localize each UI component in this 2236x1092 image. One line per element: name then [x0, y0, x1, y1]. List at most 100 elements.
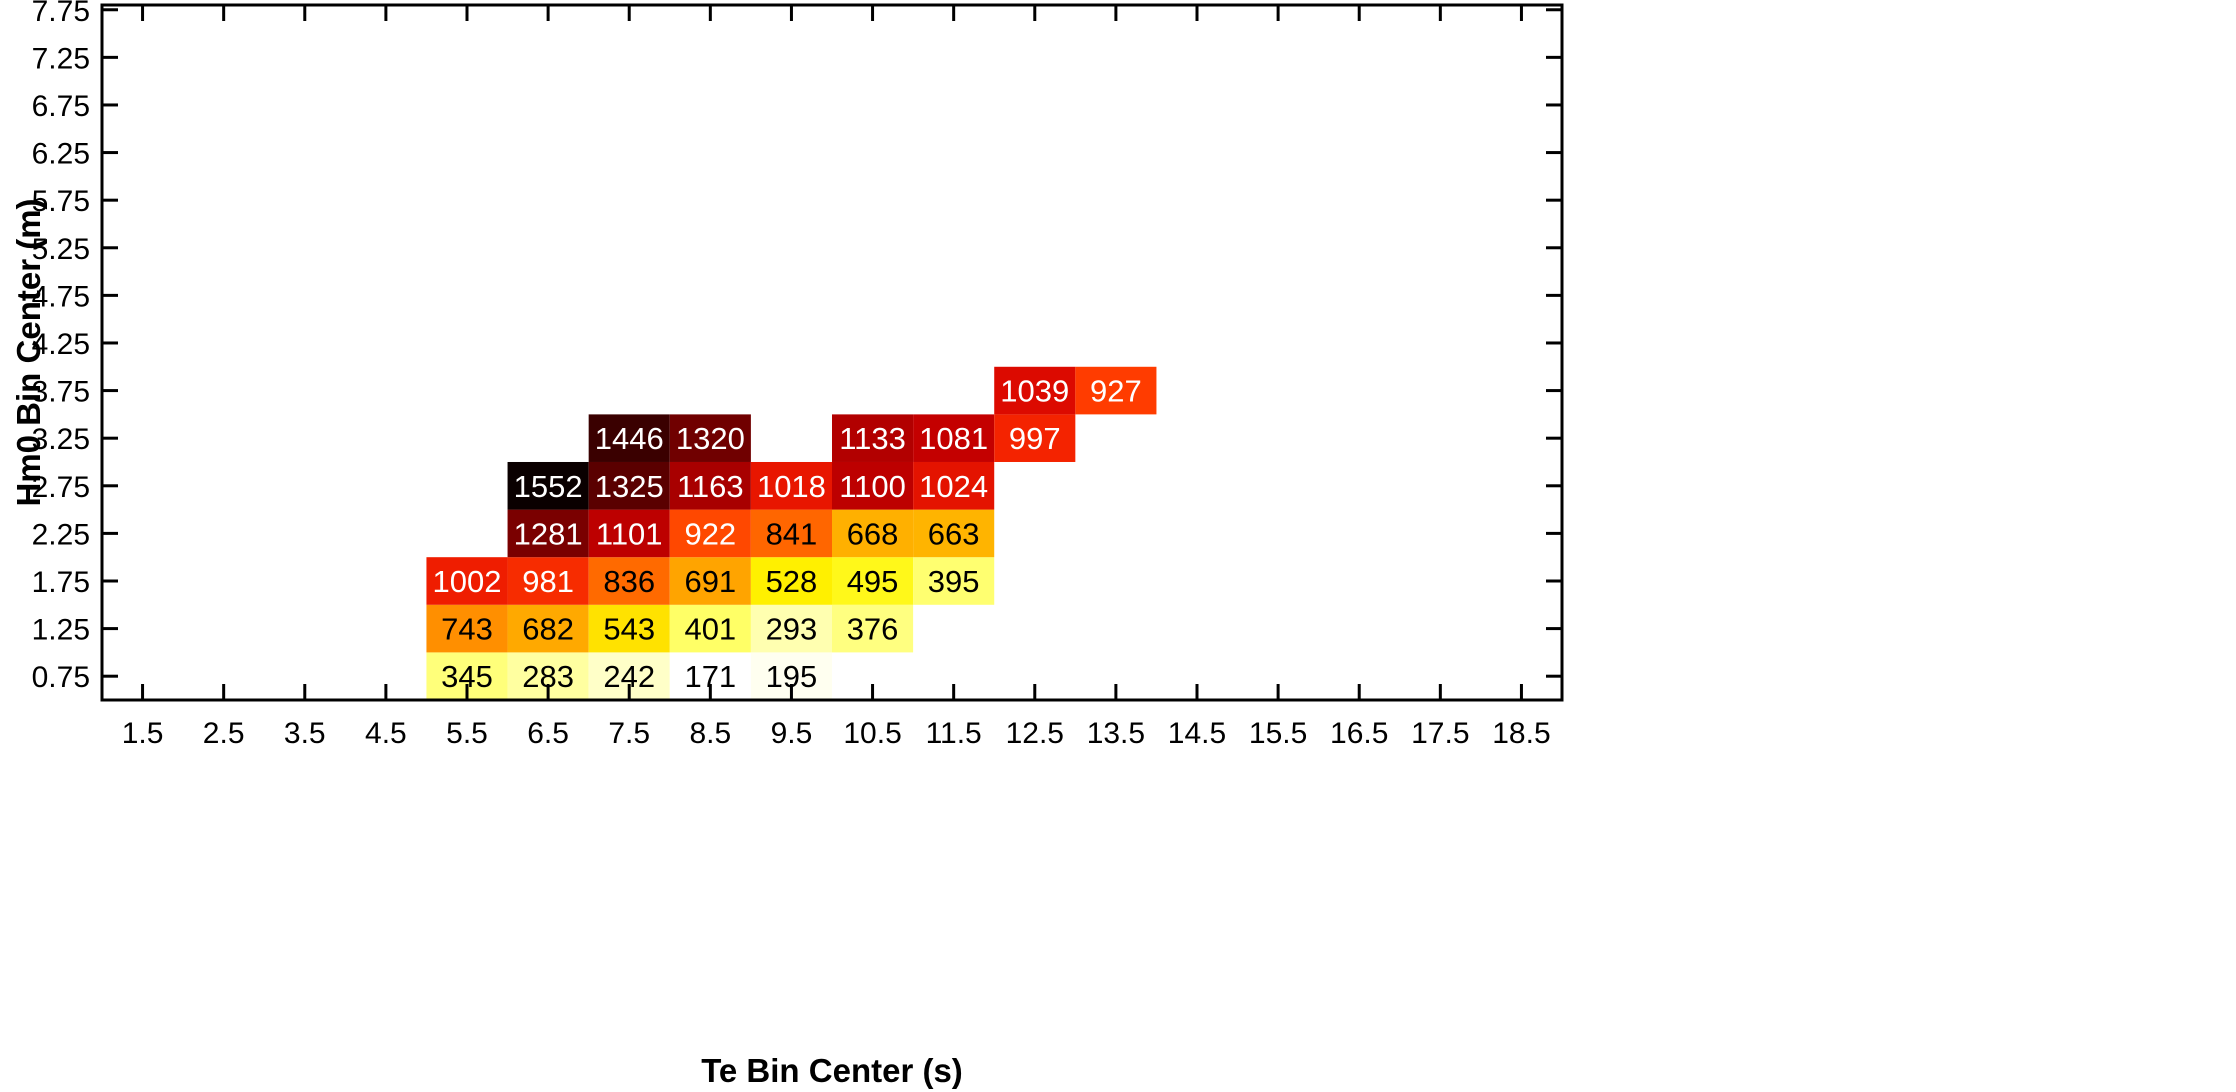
- cell-value-label: 836: [603, 564, 655, 599]
- cell-value-label: 668: [847, 516, 899, 551]
- heatmap-cell: [507, 557, 589, 605]
- y-tick-label: 0.75: [32, 661, 90, 694]
- x-tick-label: 18.5: [1492, 717, 1550, 750]
- cell-value-label: 1100: [839, 469, 906, 504]
- cell-value-label: 495: [847, 564, 899, 599]
- x-tick-label: 15.5: [1249, 717, 1307, 750]
- cell-value-label: 293: [766, 612, 818, 647]
- y-tick-label: 7.75: [32, 0, 90, 28]
- heatmap-cell: [507, 509, 589, 558]
- x-tick-label: 4.5: [365, 717, 407, 750]
- axis-ticks: [102, 5, 1562, 700]
- cell-value-label: 1320: [676, 421, 745, 456]
- y-tick-label: 5.75: [32, 185, 90, 218]
- heatmap-cell: [913, 557, 995, 605]
- x-tick-label: 7.5: [608, 717, 650, 750]
- cell-value-label: 1281: [514, 516, 583, 551]
- x-tick-labels: 1.5 2.5 3.5 4.5 5.5 6.5 7.5 8.5 9.5 10.5 11.5 12.5 1…: [122, 717, 1551, 750]
- y-tick-label: 4.25: [32, 328, 90, 361]
- cell-value-label: 841: [766, 516, 818, 551]
- cell-value-label: 401: [684, 612, 736, 647]
- heatmap-cell: [832, 414, 914, 462]
- x-tick-label: 5.5: [446, 717, 488, 750]
- heatmap-cell: [832, 461, 914, 510]
- heatmap-cell: [507, 604, 589, 653]
- heatmap-cell: [750, 604, 832, 653]
- x-tick-label: 13.5: [1087, 717, 1145, 750]
- cell-value-label: 682: [522, 612, 574, 647]
- cell-value-label: 743: [441, 612, 493, 647]
- heatmap-cell: [994, 366, 1076, 415]
- x-tick-label: 17.5: [1411, 717, 1469, 750]
- x-tick-label: 14.5: [1168, 717, 1226, 750]
- heatmap-cell: [832, 557, 914, 605]
- heatmap-cell: [750, 557, 832, 605]
- x-tick-label: 9.5: [771, 717, 813, 750]
- x-tick-label: 6.5: [527, 717, 569, 750]
- y-tick-labels: 0.75 1.25 1.75 2.25 2.75 3.25 3.75 4.25 4.75 5.25…: [32, 0, 90, 694]
- x-tick-label: 11.5: [926, 717, 982, 750]
- plot-frame: [100, 3, 1564, 702]
- y-tick-label: 1.75: [32, 566, 90, 599]
- cell-value-label: 1018: [757, 469, 826, 504]
- y-tick-label: 3.75: [32, 376, 90, 409]
- cell-value-label: 927: [1090, 374, 1142, 409]
- heatmap-cell: [994, 414, 1076, 462]
- heatmap-cell: [588, 604, 670, 653]
- cell-value-label: 663: [928, 516, 980, 551]
- heatmap-cell: [913, 509, 995, 558]
- cell-value-label: 1024: [919, 469, 988, 504]
- heatmap-cell: [426, 557, 508, 605]
- cell-value-label: 1039: [1000, 374, 1069, 409]
- cell-value-label: 376: [847, 612, 899, 647]
- heatmap-cell: [669, 414, 751, 462]
- heatmap-cell: [669, 461, 751, 510]
- cell-value-label: 1101: [596, 516, 663, 551]
- x-axis-title: Te Bin Center (s): [701, 1052, 963, 1089]
- cell-value-label: 1325: [595, 469, 664, 504]
- y-tick-label: 6.75: [32, 90, 90, 123]
- heatmap-cell: [588, 509, 670, 558]
- heatmap-cell: [669, 509, 751, 558]
- y-axis-title: Hm0 Bin Center (m): [10, 198, 47, 506]
- heatmap-cell: [588, 414, 670, 462]
- cell-value-label: 1163: [677, 469, 744, 504]
- cell-value-label: 1552: [514, 469, 583, 504]
- heatmap-cell: [588, 461, 670, 510]
- heatmap-cell: [669, 604, 751, 653]
- y-tick-label: 4.75: [32, 280, 90, 313]
- cell-value-label: 997: [1009, 421, 1061, 456]
- x-tick-label: 1.5: [122, 717, 164, 750]
- x-tick-label: 3.5: [284, 717, 326, 750]
- y-tick-label: 2.75: [32, 471, 90, 504]
- heatmap-cell: [669, 557, 751, 605]
- y-tick-label: 6.25: [32, 138, 90, 171]
- heatmap-cell: [832, 509, 914, 558]
- heatmap-cell: [426, 604, 508, 653]
- x-tick-label: 2.5: [203, 717, 245, 750]
- cell-value-label: 1446: [595, 421, 664, 456]
- cell-value-label: 1002: [433, 564, 502, 599]
- cell-value-label: 691: [684, 564, 736, 599]
- heatmap-cell: [832, 604, 914, 653]
- x-tick-label: 12.5: [1006, 717, 1064, 750]
- heatmap-cell: [588, 557, 670, 605]
- x-tick-label: 10.5: [843, 717, 901, 750]
- y-tick-label: 2.25: [32, 518, 90, 551]
- cell-value-label: 543: [603, 612, 655, 647]
- heatmap-cell: [750, 461, 832, 510]
- cell-value-label: 1133: [839, 421, 906, 456]
- y-tick-label: 1.25: [32, 614, 90, 647]
- heatmap-cell: [913, 414, 995, 462]
- heatmap-cell: [507, 461, 589, 510]
- cell-value-label: 395: [928, 564, 980, 599]
- cell-value-label: 981: [522, 564, 574, 599]
- x-tick-label: 8.5: [689, 717, 731, 750]
- heatmap-cell: [913, 461, 995, 510]
- y-tick-label: 3.25: [32, 423, 90, 456]
- y-tick-label: 7.25: [32, 42, 90, 75]
- heatmap-cell: [1075, 366, 1157, 415]
- cell-value-label: 528: [766, 564, 818, 599]
